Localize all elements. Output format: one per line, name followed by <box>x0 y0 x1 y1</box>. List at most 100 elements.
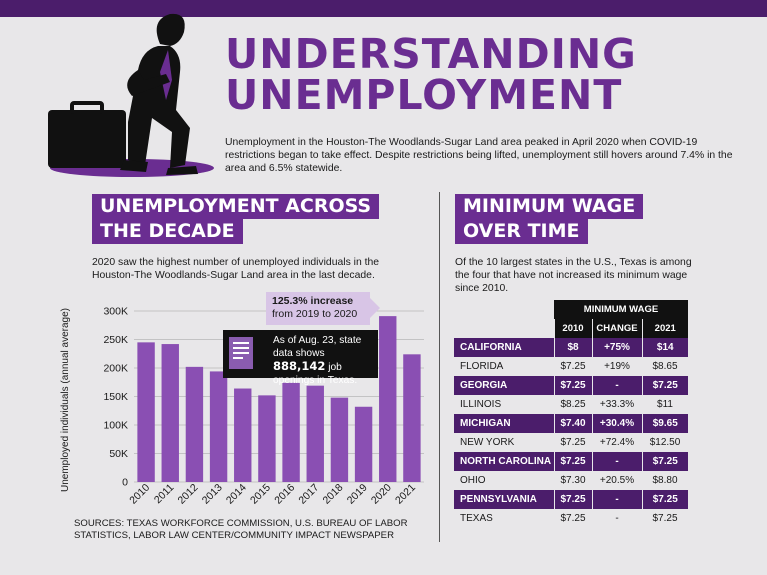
y-tick-label: 150K <box>103 391 128 403</box>
bar-2012 <box>185 366 204 482</box>
bar-2020 <box>379 316 397 482</box>
wage-2021-cell: $8.65 <box>652 361 678 372</box>
callout-pointer <box>370 298 380 318</box>
wage-2021-cell: $12.50 <box>649 437 681 448</box>
state-cell: FLORIDA <box>460 361 504 372</box>
increase-callout-bold: 125.3% increase <box>272 295 354 307</box>
change-cell: +30.4% <box>591 414 642 433</box>
state-cell: PENNSYLVANIA <box>454 490 554 509</box>
wage-2010-cell: $7.25 <box>560 361 586 372</box>
top-bar <box>0 0 767 17</box>
change-cell: - <box>591 376 642 395</box>
job-openings-pre: As of Aug. 23, state data shows <box>273 335 362 359</box>
state-cell: CALIFORNIA <box>454 338 554 357</box>
y-tick-label: 200K <box>103 363 128 375</box>
bar-2018 <box>330 397 349 482</box>
bar-2011 <box>161 344 179 482</box>
intro-text: Unemployment in the Houston-The Woodland… <box>225 137 733 174</box>
bar-2021 <box>403 354 421 482</box>
page-title: UNDERSTANDING UNEMPLOYMENT <box>225 34 637 116</box>
bar-2017 <box>306 385 324 482</box>
bar-2015 <box>258 395 276 482</box>
right-section-subtitle: Of the 10 largest states in the U.S., Te… <box>455 257 692 294</box>
increase-callout-text: from 2019 to 2020 <box>272 308 358 320</box>
increase-callout: 125.3% increase from 2019 to 2020 <box>266 292 370 325</box>
table-row: PENNSYLVANIA $7.25- $7.25 <box>454 490 688 509</box>
column-header-2010: 2010 <box>553 319 592 338</box>
wage-2021-cell: $7.25 <box>652 513 678 524</box>
wage-2010-cell: $7.40 <box>553 414 592 433</box>
state-cell: NEW YORK <box>460 437 515 448</box>
change-cell: +72.4% <box>599 437 635 448</box>
left-section-subtitle: 2020 saw the highest number of unemploye… <box>92 257 380 281</box>
x-tick-label: 2012 <box>176 482 201 507</box>
wage-2021-cell: $14 <box>641 338 688 357</box>
wage-2021-cell: $7.25 <box>641 376 688 395</box>
table-group-header: MINIMUM WAGE <box>554 300 688 319</box>
wage-2010-cell: $7.25 <box>560 513 586 524</box>
job-openings-number: 888,142 <box>273 359 326 373</box>
wage-2021-cell: $7.25 <box>641 490 688 509</box>
page-title-line2: UNEMPLOYMENT <box>225 71 623 119</box>
state-cell: TEXAS <box>460 513 493 524</box>
x-tick-label: 2018 <box>321 482 346 507</box>
section-divider <box>439 192 440 542</box>
column-header-change: CHANGE <box>591 319 642 338</box>
x-tick-label: 2016 <box>272 482 297 507</box>
wage-2021-cell: $9.65 <box>641 414 688 433</box>
state-cell: GEORGIA <box>454 376 554 395</box>
x-tick-label: 2019 <box>345 482 370 507</box>
table-row: FLORIDA $7.25 +19% $8.65 <box>454 357 688 376</box>
x-tick-label: 2011 <box>152 482 177 507</box>
change-cell: +75% <box>591 338 642 357</box>
wage-2010-cell: $7.25 <box>553 376 592 395</box>
table-row: ILLINOIS $8.25 +33.3% $11 <box>454 395 688 414</box>
left-section-title-line2: THE DECADE <box>92 219 243 244</box>
state-cell: ILLINOIS <box>460 399 502 410</box>
document-icon <box>229 337 253 369</box>
state-cell: NORTH CAROLINA <box>454 452 554 471</box>
y-tick-label: 0 <box>122 477 128 489</box>
x-tick-label: 2015 <box>248 482 273 507</box>
change-cell: +20.5% <box>599 475 635 486</box>
thinking-man-illustration <box>48 13 214 177</box>
table-row: TEXAS $7.25 - $7.25 <box>454 509 688 528</box>
bar-2013 <box>209 371 228 482</box>
table-row: GEORGIA $7.25- $7.25 <box>454 376 688 395</box>
wage-2021-cell: $8.80 <box>652 475 678 486</box>
right-section-title-line2: OVER TIME <box>455 219 588 244</box>
bar-2014 <box>234 388 252 482</box>
table-row: NEW YORK $7.25 +72.4% $12.50 <box>454 433 688 452</box>
page-title-line1: UNDERSTANDING <box>225 30 637 78</box>
bar-2019 <box>354 406 373 482</box>
x-tick-label: 2010 <box>127 482 152 507</box>
column-header-2021: 2021 <box>641 319 688 338</box>
change-cell: +19% <box>604 361 630 372</box>
state-cell: MICHIGAN <box>454 414 554 433</box>
bar-2010 <box>137 342 155 482</box>
x-tick-label: 2017 <box>296 482 321 507</box>
right-section-title-line1: MINIMUM WAGE <box>455 194 644 219</box>
wage-2010-cell: $7.25 <box>553 452 592 471</box>
y-tick-label: 50K <box>109 448 128 460</box>
table-row: OHIO $7.30 +20.5% $8.80 <box>454 471 688 490</box>
wage-2021-cell: $7.25 <box>641 452 688 471</box>
x-tick-label: 2021 <box>393 482 418 507</box>
x-tick-label: 2014 <box>224 482 249 507</box>
minimum-wage-table: MINIMUM WAGE 2010 CHANGE 2021 CALIFORNIA… <box>454 300 688 528</box>
change-cell: +33.3% <box>599 399 635 410</box>
wage-2010-cell: $8.25 <box>560 399 586 410</box>
wage-2010-cell: $7.30 <box>560 475 586 486</box>
wage-2010-cell: $7.25 <box>553 490 592 509</box>
job-openings-post: job openings in Texas. <box>273 362 358 386</box>
state-cell: OHIO <box>460 475 486 486</box>
wage-2010-cell: $8 <box>553 338 592 357</box>
change-cell: - <box>591 490 642 509</box>
wage-2021-cell: $11 <box>657 399 673 410</box>
change-cell: - <box>591 452 642 471</box>
x-tick-label: 2013 <box>200 482 225 507</box>
bar-2016 <box>282 382 300 482</box>
change-cell: - <box>615 513 619 524</box>
x-tick-label: 2020 <box>369 482 394 507</box>
